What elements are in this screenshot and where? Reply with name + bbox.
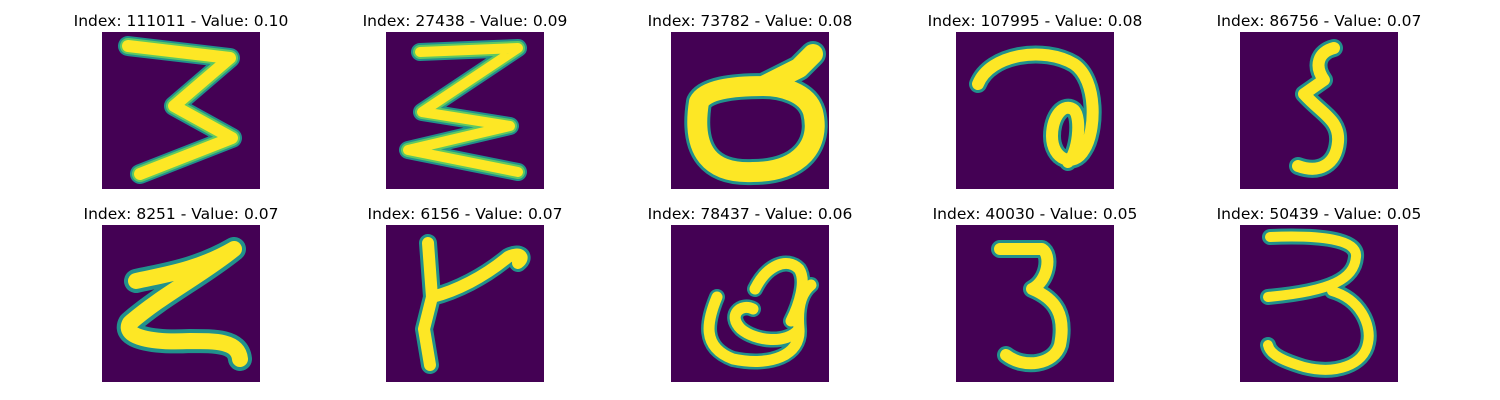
digit-image — [102, 32, 260, 189]
digit-image — [956, 225, 1114, 382]
digit-image — [386, 32, 544, 189]
digit-image — [671, 225, 829, 382]
panel-title: Index: 6156 - Value: 0.07 — [367, 205, 563, 223]
panel-3: Index: 73782 - Value: 0.08 — [620, 10, 880, 190]
digit-image — [102, 225, 260, 382]
panel-5: Index: 86756 - Value: 0.07 — [1189, 10, 1449, 190]
panel-title: Index: 111011 - Value: 0.10 — [73, 12, 289, 30]
panel-title: Index: 8251 - Value: 0.07 — [83, 205, 279, 223]
digit-image — [671, 32, 829, 189]
panel-title: Index: 50439 - Value: 0.05 — [1216, 205, 1422, 223]
panel-title: Index: 86756 - Value: 0.07 — [1216, 12, 1422, 30]
panel-2: Index: 27438 - Value: 0.09 — [335, 10, 595, 190]
digit-image — [956, 32, 1114, 189]
panel-title: Index: 107995 - Value: 0.08 — [927, 12, 1143, 30]
panel-title: Index: 73782 - Value: 0.08 — [647, 12, 853, 30]
panel-title: Index: 27438 - Value: 0.09 — [362, 12, 568, 30]
panel-9: Index: 40030 - Value: 0.05 — [905, 203, 1165, 383]
digit-image — [386, 225, 544, 382]
panel-10: Index: 50439 - Value: 0.05 — [1189, 203, 1449, 383]
panel-title: Index: 40030 - Value: 0.05 — [932, 205, 1138, 223]
panel-8: Index: 78437 - Value: 0.06 — [620, 203, 880, 383]
digit-image — [1240, 32, 1398, 189]
panel-7: Index: 6156 - Value: 0.07 — [335, 203, 595, 383]
digit-image — [1240, 225, 1398, 382]
panel-4: Index: 107995 - Value: 0.08 — [905, 10, 1165, 190]
panel-1: Index: 111011 - Value: 0.10 — [51, 10, 311, 190]
panel-title: Index: 78437 - Value: 0.06 — [647, 205, 853, 223]
panel-6: Index: 8251 - Value: 0.07 — [51, 203, 311, 383]
